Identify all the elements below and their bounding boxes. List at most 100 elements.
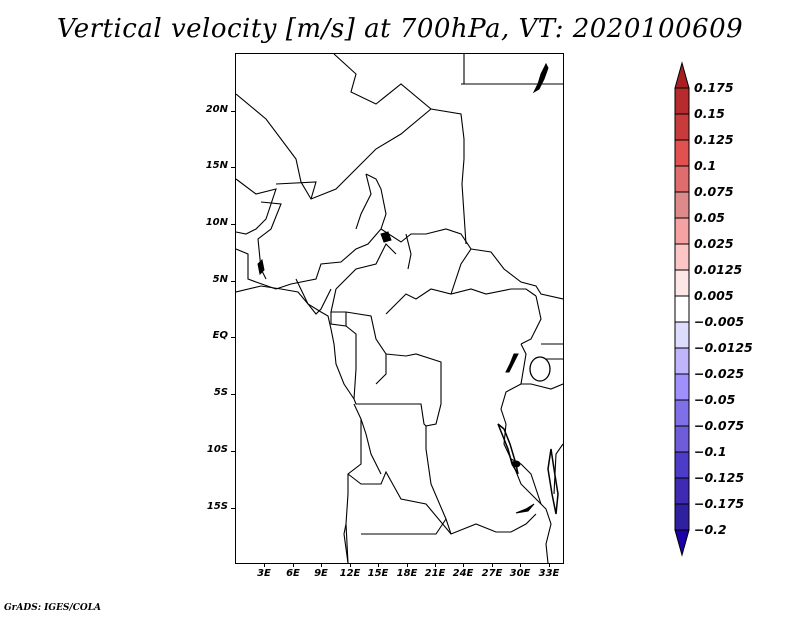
x-tick xyxy=(321,563,322,567)
colorbar-box xyxy=(674,113,690,141)
boundary-line xyxy=(345,325,357,400)
boundary-line xyxy=(236,248,277,290)
colorbar-label: −0.1 xyxy=(694,444,727,459)
x-tick xyxy=(435,563,436,567)
boundary-line xyxy=(236,178,277,235)
y-tick xyxy=(231,451,236,452)
boundary-line xyxy=(355,173,372,230)
colorbar-extend-max xyxy=(674,61,690,89)
colorbar-label: 0.175 xyxy=(694,80,734,95)
boundary-line xyxy=(353,398,427,427)
lake-tanganyika xyxy=(497,423,519,475)
lake-volta xyxy=(257,258,265,276)
x-tick-label: 27E xyxy=(481,568,503,579)
x-tick xyxy=(492,563,493,567)
y-tick-label: 10N xyxy=(205,217,228,228)
colorbar-box xyxy=(674,191,690,219)
boundary-line xyxy=(333,54,467,245)
colorbar-box xyxy=(674,269,690,297)
x-tick xyxy=(549,563,550,567)
colorbar-label: −0.005 xyxy=(694,314,745,329)
colorbar-label: −0.175 xyxy=(694,496,745,511)
lake-malawi xyxy=(547,448,559,515)
map-plot-area xyxy=(236,54,563,563)
x-tick xyxy=(407,563,408,567)
colorbar-box xyxy=(674,243,690,271)
colorbar-box xyxy=(674,373,690,401)
colorbar-box xyxy=(674,347,690,375)
country-boundaries xyxy=(236,54,563,563)
x-tick-label: 9E xyxy=(314,568,328,579)
colorbar-label: 0.005 xyxy=(694,288,734,303)
colorbar-label: −0.2 xyxy=(694,522,727,537)
boundary-line xyxy=(520,463,542,505)
x-tick-label: 6E xyxy=(286,568,300,579)
boundary-line xyxy=(295,278,332,315)
colorbar-box xyxy=(674,139,690,167)
lake-chad xyxy=(380,231,392,243)
boundary-line xyxy=(330,288,387,385)
colorbar-box xyxy=(674,451,690,479)
boundary-line xyxy=(385,353,452,535)
coastline xyxy=(360,418,382,475)
colorbar-box xyxy=(674,165,690,193)
x-tick-label: 24E xyxy=(452,568,474,579)
x-tick-label: 12E xyxy=(339,568,361,579)
colorbar-box xyxy=(674,425,690,453)
y-tick-label: 15N xyxy=(205,160,228,171)
x-tick xyxy=(520,563,521,567)
colorbar-extend-min xyxy=(674,529,690,557)
boundary-line xyxy=(500,383,522,465)
y-tick-label: 20N xyxy=(205,104,228,115)
colorbar-label: 0.125 xyxy=(694,132,734,147)
y-tick xyxy=(231,508,236,509)
x-tick-label: 18E xyxy=(396,568,418,579)
x-tick-label: 33E xyxy=(538,568,560,579)
colorbar-label: 0.0125 xyxy=(694,262,743,277)
boundary-line xyxy=(345,403,362,563)
boundary-line xyxy=(520,295,542,345)
boundary-line xyxy=(520,343,563,390)
colorbar-box xyxy=(674,321,690,349)
lake-victoria-shore xyxy=(529,356,551,382)
colorbar-label: 0.1 xyxy=(694,158,717,173)
colorbar-box xyxy=(674,87,690,115)
y-tick-label: 5S xyxy=(213,387,228,398)
colorbar-box xyxy=(674,399,690,427)
coastline xyxy=(343,523,349,563)
boundary-line xyxy=(470,248,563,300)
lake-kariba xyxy=(515,503,535,514)
y-tick-label: EQ xyxy=(212,330,228,341)
boundary-line xyxy=(361,518,447,535)
colorbar-box xyxy=(674,503,690,531)
boundary-line xyxy=(275,173,387,290)
colorbar-label: −0.025 xyxy=(694,366,745,381)
boundary-line xyxy=(236,93,432,200)
boundary-line xyxy=(380,228,472,295)
colorbar-label: −0.125 xyxy=(694,470,745,485)
x-tick-label: 15E xyxy=(367,568,389,579)
y-tick xyxy=(231,224,236,225)
colorbar-label: −0.0125 xyxy=(694,340,753,355)
boundary-line xyxy=(330,312,347,327)
y-tick-label: 10S xyxy=(206,444,228,455)
colorbar-label: −0.05 xyxy=(694,392,736,407)
x-tick xyxy=(350,563,351,567)
colorbar-label: −0.075 xyxy=(694,418,745,433)
vertical-velocity-field xyxy=(236,54,563,563)
boundary-line xyxy=(510,458,552,563)
colorbar xyxy=(674,61,690,557)
y-tick xyxy=(231,111,236,112)
lake-albert xyxy=(505,353,519,373)
boundary-line xyxy=(347,470,537,535)
grads-credit: GrADS: IGES/COLA xyxy=(4,603,102,613)
boundary-line xyxy=(405,233,412,270)
x-tick-label: 21E xyxy=(424,568,446,579)
colorbar-label: 0.075 xyxy=(694,184,734,199)
y-tick-label: 15S xyxy=(206,501,228,512)
boundary-line xyxy=(385,288,537,315)
lake-mweru xyxy=(511,460,521,468)
y-tick xyxy=(231,337,236,338)
x-tick xyxy=(264,563,265,567)
boundary-line xyxy=(275,181,317,200)
